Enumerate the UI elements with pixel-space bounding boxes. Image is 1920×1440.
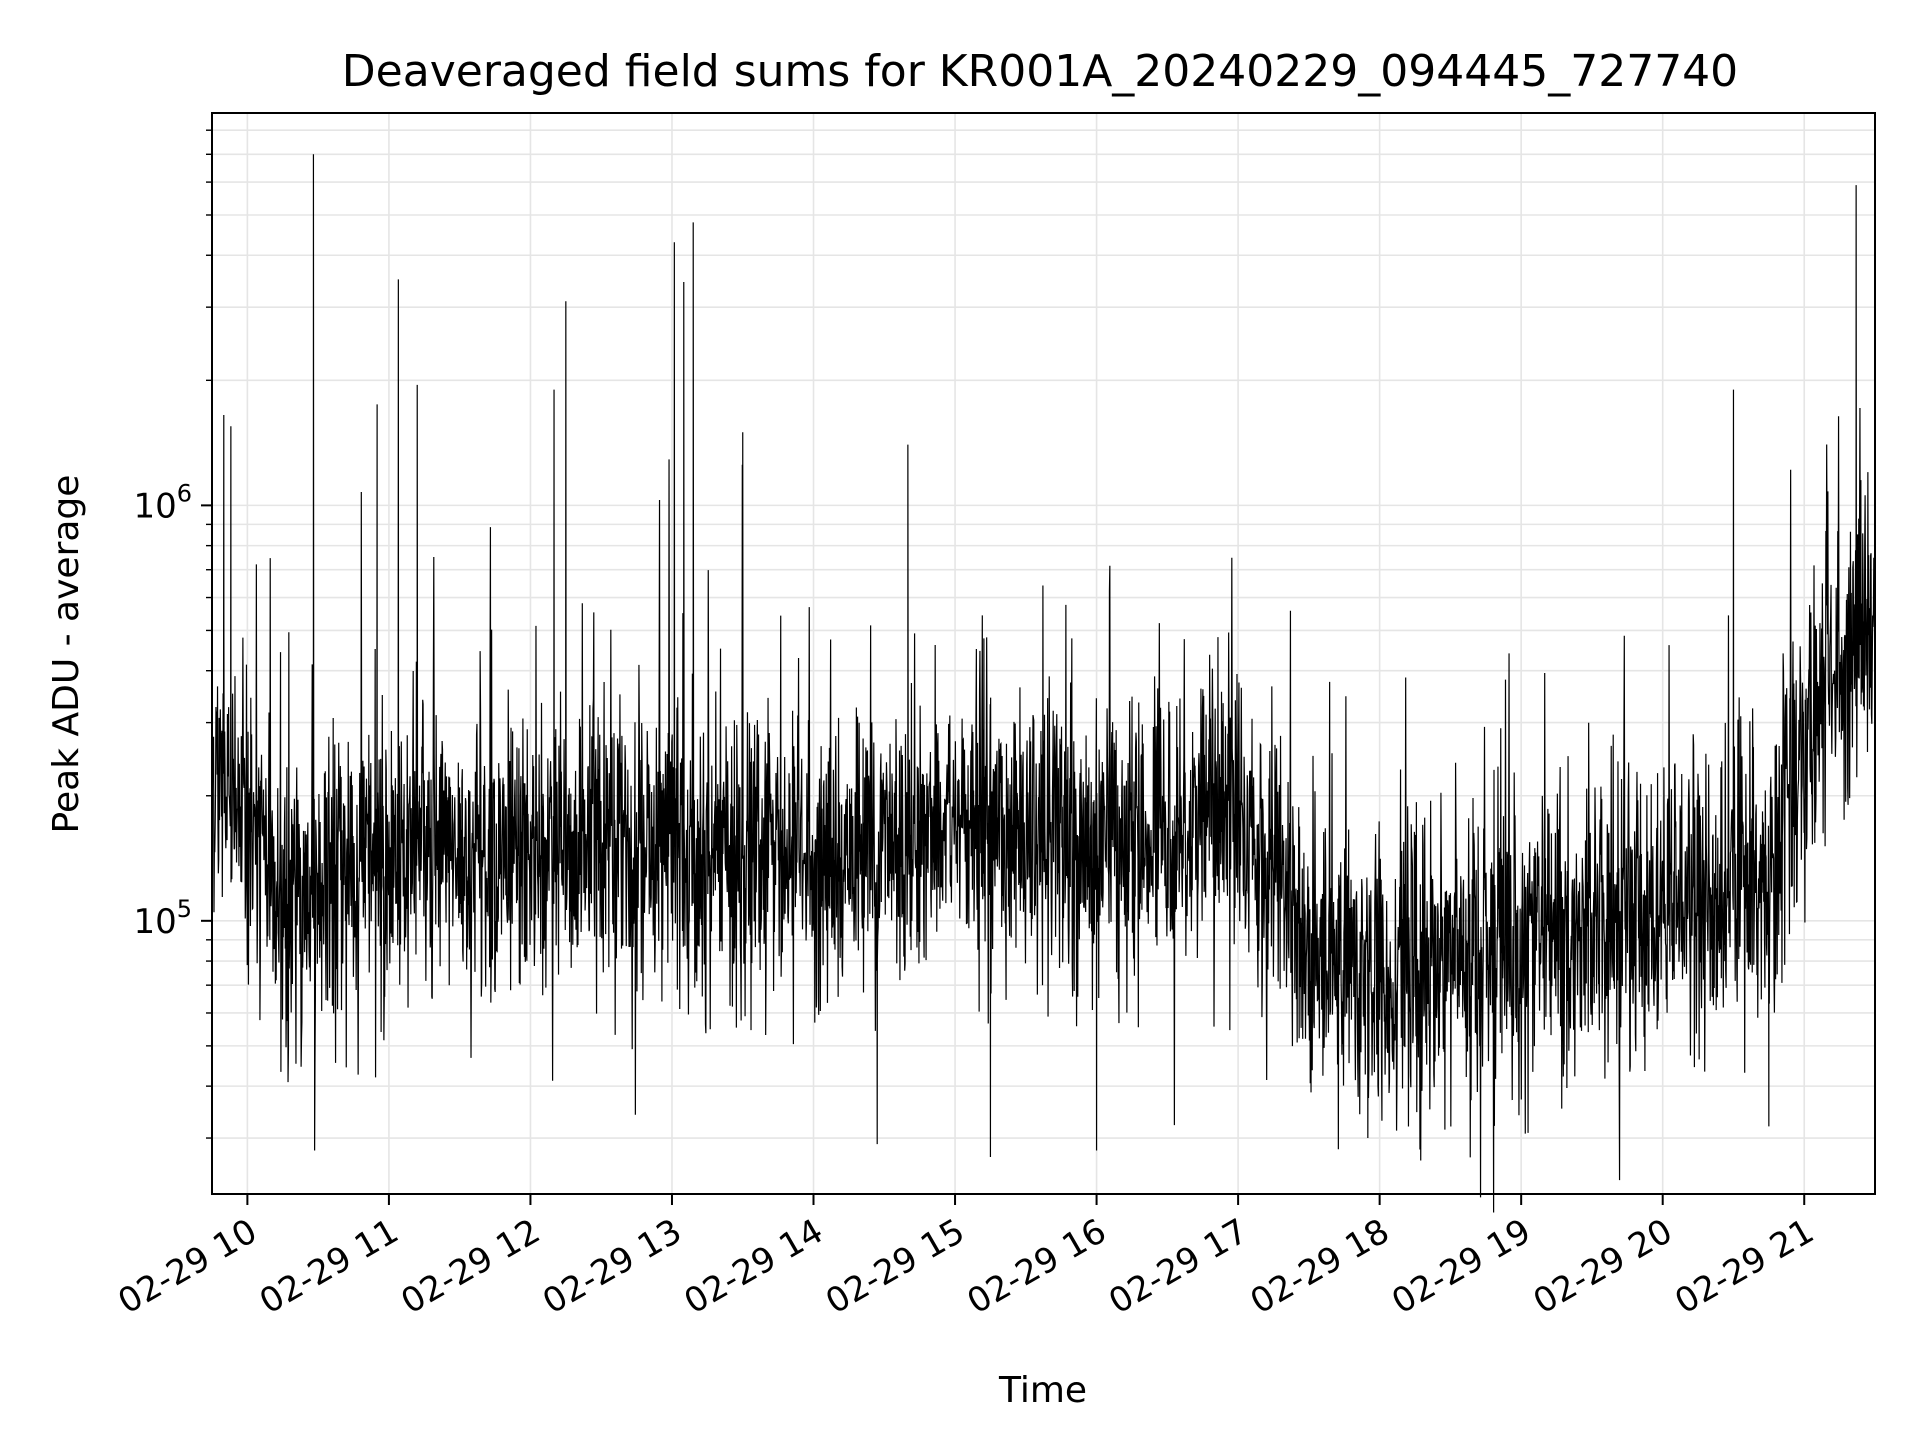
- y-tick-label: 106: [133, 479, 192, 526]
- y-tick-label: 105: [133, 895, 192, 942]
- y-axis-label: Peak ADU - average: [46, 475, 87, 834]
- series-path: [211, 154, 1876, 1213]
- series-line: [211, 154, 1876, 1213]
- x-axis-label: Time: [998, 1370, 1087, 1411]
- plot-frame: [211, 112, 1876, 1195]
- chart-title: Deaveraged field sums for KR001A_2024022…: [342, 46, 1738, 97]
- y-axis: 105 106: [133, 129, 212, 1139]
